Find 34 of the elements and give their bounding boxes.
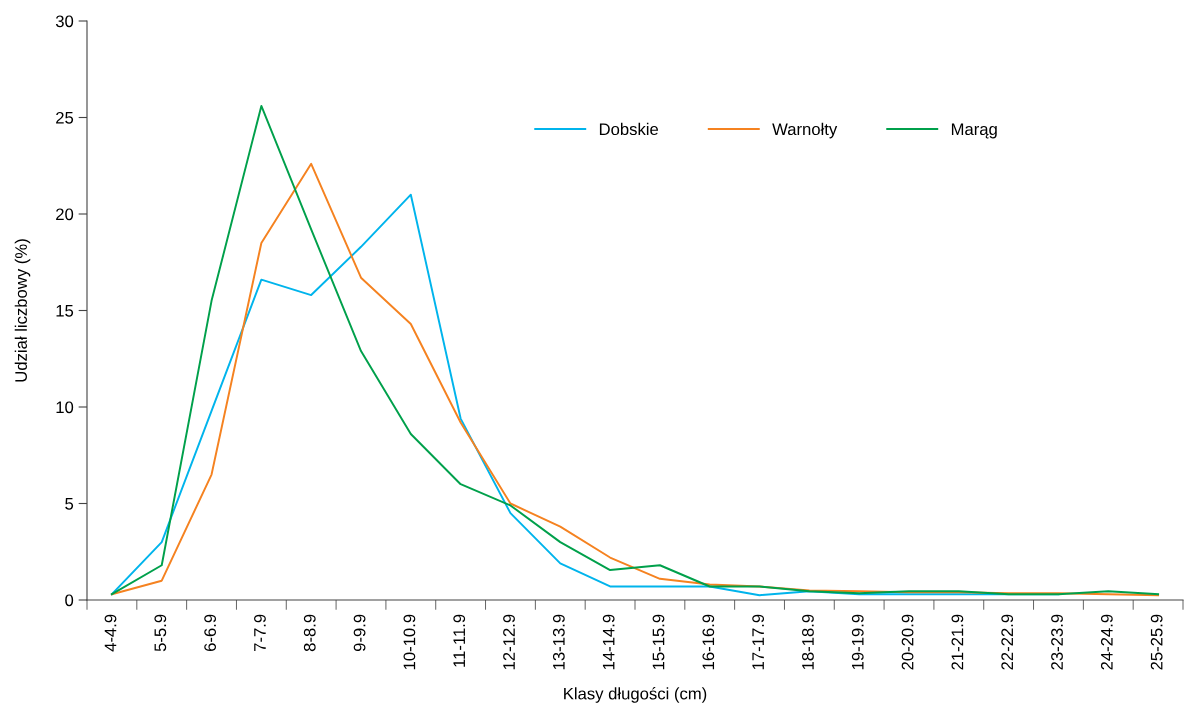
y-tick-label: 15 [56,305,74,317]
x-tick-label: 8-8.9 [303,614,316,652]
x-tick-label: 6-6.9 [204,614,217,652]
x-tick-label: 23-23.9 [1051,614,1063,670]
x-tick-label: 17-17.9 [752,614,765,670]
y-tick-label: 5 [65,498,74,510]
x-tick-label: 24-24.9 [1100,614,1113,670]
legend-label: Marąg [951,123,997,139]
x-tick-label: 4-4.9 [104,614,117,652]
x-tick-label: 5-5.9 [154,614,167,652]
x-axis-title: Klasy długości (cm) [564,687,707,703]
x-tick-label: 22-22.9 [1001,614,1014,670]
y-tick-label: 20 [56,208,74,221]
x-tick-label: 15-15.9 [652,614,665,670]
y-tick-label: 0 [65,594,74,607]
x-tick-label: 14-14.9 [602,614,615,670]
x-tick-label: 9-9.9 [353,614,366,652]
y-axis-title: Udział liczbowy (%) [14,239,31,382]
x-tick-label: 19-19.9 [851,614,864,670]
x-tick-label: 25-25.9 [1150,614,1163,670]
x-tick-label: 11-11.9 [453,614,466,667]
x-tick-label: 10-10.9 [403,614,416,670]
legend-label: Warnołty [772,122,838,139]
y-tick-label: 25 [56,111,74,124]
x-tick-label: 13-13.9 [552,614,565,670]
x-tick-label: 12-12.9 [503,614,515,670]
legend-label: Dobskie [599,122,659,136]
x-tick-label: 7-7.9 [254,614,266,652]
x-tick-label: 16-16.9 [702,614,715,670]
y-tick-label: 10 [56,401,74,414]
y-tick-label: 30 [55,15,74,28]
x-tick-label: 21-21.9 [951,614,964,670]
x-tick-label: 20-20.9 [901,614,914,670]
x-tick-label: 18-18.9 [802,614,814,670]
